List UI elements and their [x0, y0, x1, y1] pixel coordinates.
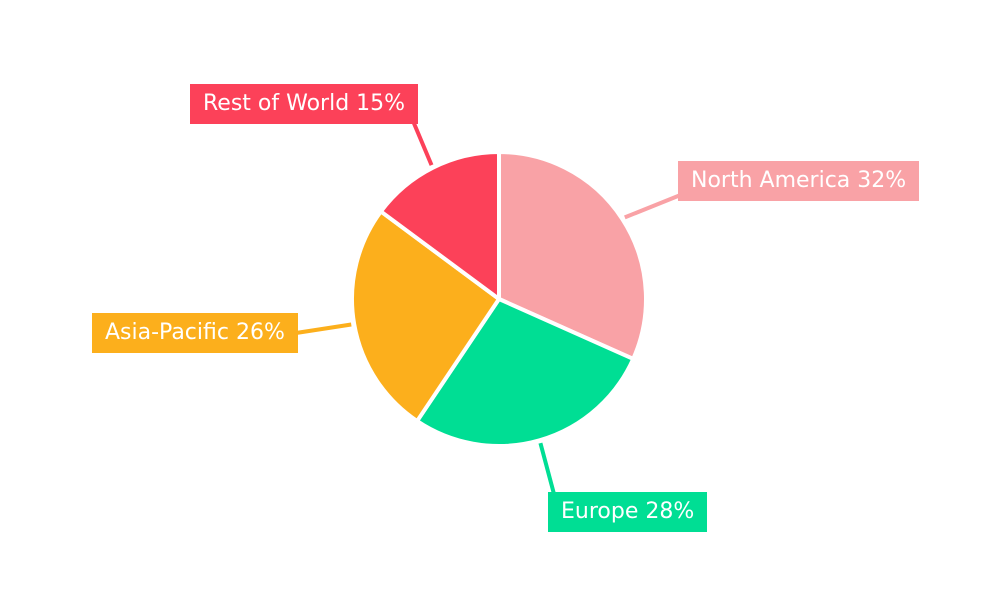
leader-line-europe: [538, 442, 556, 495]
pie-label-rest-of-world[interactable]: Rest of World 15%: [190, 84, 419, 125]
pie-slice-north-america[interactable]: [497, 150, 648, 361]
pie-slice-rest-of-world[interactable]: [378, 150, 501, 301]
pie-slice-asia-pacific[interactable]: [350, 209, 501, 424]
pie-slice-europe[interactable]: [415, 297, 636, 448]
pie-label-north-america[interactable]: North America 32%: [678, 161, 920, 202]
pie-label-europe[interactable]: Europe 28%: [548, 492, 708, 533]
leader-line-asia-pacific: [295, 322, 352, 335]
pie-label-asia-pacific[interactable]: Asia-Pacific 26%: [92, 313, 298, 354]
leader-line-north-america: [624, 192, 684, 220]
leader-line-rest-of-world: [411, 120, 434, 166]
